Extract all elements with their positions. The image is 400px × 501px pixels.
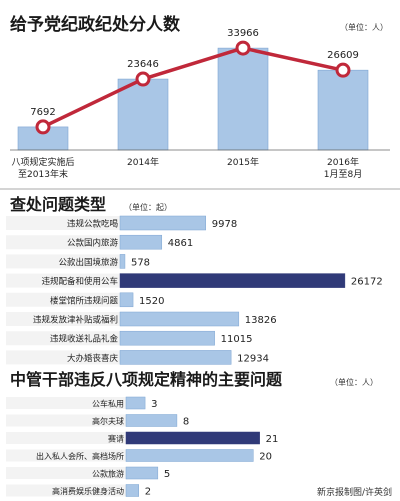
chart1-point xyxy=(335,62,351,78)
chart3-value-label: 21 xyxy=(266,434,279,445)
chart2-bar xyxy=(119,330,215,346)
chart3-bar xyxy=(125,414,178,427)
chart2-bar xyxy=(119,292,134,308)
chart3-bar xyxy=(125,449,254,462)
chart3-title: 中管干部违反八项规定精神的主要问题 xyxy=(10,370,283,389)
chart3-row-bg xyxy=(6,484,126,497)
chart1-bar xyxy=(117,78,169,151)
chart3-category-label: 赛请 xyxy=(108,434,124,444)
chart2-value-label: 4861 xyxy=(168,238,193,249)
chart2-category-label: 违规收送礼品礼金 xyxy=(50,334,119,345)
chart1-line xyxy=(42,46,344,129)
chart3-row-bg xyxy=(6,467,126,479)
chart2-row-bg xyxy=(6,292,120,307)
chart1-value-label: 7692 xyxy=(30,107,55,118)
chart3-bar xyxy=(125,431,260,445)
chart3-row-bg xyxy=(6,432,126,444)
chart3-category-label: 公车私用 xyxy=(92,399,124,409)
chart2-category-label: 违规配备和使用公车 xyxy=(41,276,118,287)
chart2-category-label: 违规公款吃喝 xyxy=(67,219,119,230)
chart2-plot: 违规公款吃喝 9978 公款国内旅游 4861 公款出国境旅游 578 违规配备和使用公车 2… xyxy=(6,215,383,365)
chart3-category-label: 高尔夫球 xyxy=(92,416,124,426)
chart1-category-label: 八项规定实施后 xyxy=(11,156,74,168)
chart2-value-label: 11015 xyxy=(221,334,253,345)
chart3-plot: 公车私用 3 高尔夫球 8 赛请 21 出入私人会所、高档场所 20 公款旅游 5 高消费娱乐健身活… xyxy=(6,396,279,498)
chart2-value-label: 12934 xyxy=(237,353,269,364)
chart3-row-bg xyxy=(6,449,126,462)
chart2-row-bg xyxy=(6,254,120,269)
chart1-category-label: 2016年 xyxy=(327,156,359,168)
chart1-bar xyxy=(217,47,269,151)
chart1-point xyxy=(235,40,251,56)
chart3-value-label: 3 xyxy=(151,399,157,410)
chart1-value-label: 23646 xyxy=(127,59,159,70)
chart2-title: 查处问题类型 xyxy=(10,195,106,214)
chart2-bar xyxy=(119,234,163,250)
chart2-bar xyxy=(119,350,232,365)
chart2-bar xyxy=(119,215,206,231)
chart3-row-bg xyxy=(6,414,126,427)
chart2-value-label: 9978 xyxy=(212,219,237,230)
chart2-bar xyxy=(119,273,346,288)
chart2-row-bg xyxy=(6,312,120,326)
chart3-bar xyxy=(125,484,139,497)
chart3-value-label: 20 xyxy=(259,452,272,463)
chart3-unit: （单位：人） xyxy=(330,377,378,387)
chart2-bar xyxy=(119,254,126,269)
chart2-row-bg xyxy=(6,331,120,346)
chart1-bar xyxy=(317,69,369,151)
chart2-row-bg xyxy=(6,235,120,250)
chart2-category-label: 公款国内旅游 xyxy=(67,238,119,249)
chart3-bar xyxy=(125,466,159,480)
chart1-point xyxy=(35,119,51,135)
chart3-value-label: 8 xyxy=(183,417,189,428)
chart2-value-label: 13826 xyxy=(245,315,277,326)
chart3-value-label: 5 xyxy=(164,469,170,480)
chart1-category-label: 2015年 xyxy=(227,156,259,168)
chart1-category-label: 1月至8月 xyxy=(324,169,362,180)
credit-text: 新京报制图/许英剑 xyxy=(317,486,392,498)
chart1-category-label: 至2013年末 xyxy=(18,168,68,180)
chart2-category-label: 公款出国境旅游 xyxy=(58,257,118,268)
chart2-value-label: 26172 xyxy=(351,277,383,288)
chart1-unit: （单位：人） xyxy=(340,22,388,32)
chart3-value-label: 2 xyxy=(145,487,151,498)
chart1-category-label: 2014年 xyxy=(127,156,159,168)
chart3-row-bg xyxy=(6,397,126,409)
chart2-value-label: 578 xyxy=(131,257,150,268)
chart2-unit: （单位：起） xyxy=(124,202,172,212)
chart2-value-label: 1520 xyxy=(139,296,164,307)
chart2-row-bg xyxy=(6,216,120,230)
chart1-title: 给予党纪政纪处分人数 xyxy=(10,14,181,35)
chart2-category-label: 楼堂馆所违规问题 xyxy=(50,295,119,306)
chart3-category-label: 公款旅游 xyxy=(92,469,124,479)
chart3-category-label: 高消费娱乐健身活动 xyxy=(52,486,124,496)
chart1-point xyxy=(135,71,151,87)
chart1-value-label: 26609 xyxy=(327,50,359,61)
chart2-bar xyxy=(119,311,240,327)
chart1-value-label: 33966 xyxy=(227,28,259,39)
chart2-category-label: 大办婚丧喜庆 xyxy=(67,353,119,364)
chart2-category-label: 违规发放津补贴或福利 xyxy=(33,315,118,326)
chart2-row-bg xyxy=(6,350,120,365)
chart3-bar xyxy=(125,396,146,410)
chart2-row-bg xyxy=(6,273,120,288)
chart3-category-label: 出入私人会所、高档场所 xyxy=(36,451,124,461)
